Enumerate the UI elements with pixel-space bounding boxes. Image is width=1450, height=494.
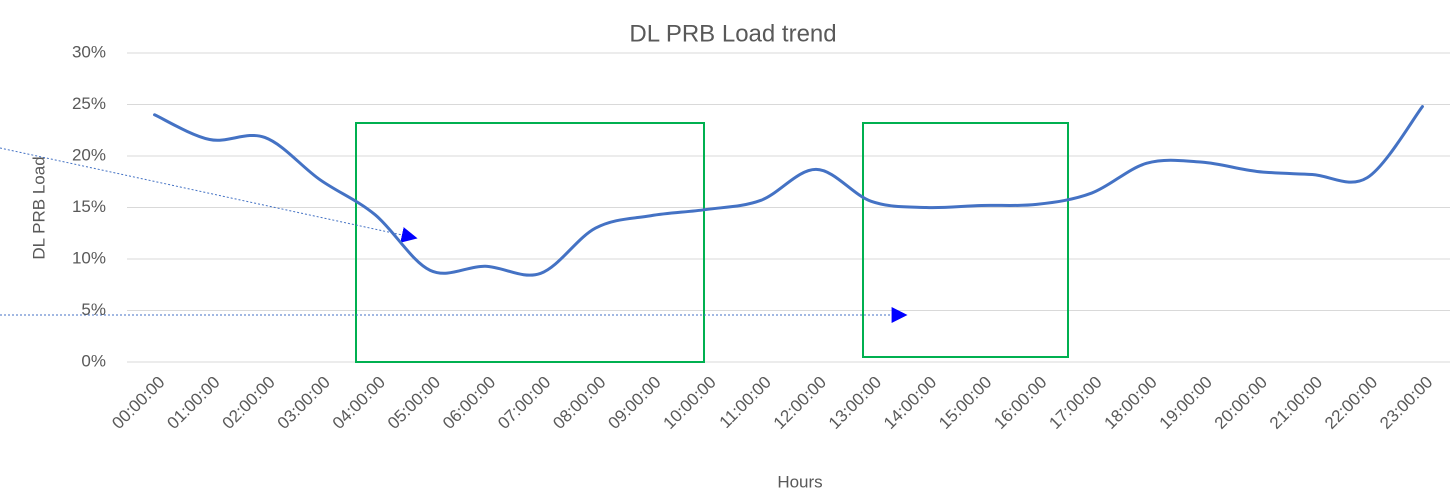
x-tick-label: 08:00:00 <box>549 373 609 433</box>
chart-title: DL PRB Load trend <box>629 20 836 47</box>
x-tick-label: 01:00:00 <box>163 373 223 433</box>
x-tick-label: 11:00:00 <box>716 373 775 432</box>
x-tick-label: 22:00:00 <box>1321 373 1381 433</box>
y-tick-label: 0% <box>81 351 106 370</box>
x-tick-label: 17:00:00 <box>1045 373 1105 433</box>
y-tick-label: 5% <box>81 300 106 319</box>
x-tick-label: 02:00:00 <box>219 373 279 433</box>
x-tick-label: 15:00:00 <box>935 373 995 433</box>
data-line <box>153 105 1424 277</box>
y-tick-label: 15% <box>72 197 106 216</box>
x-tick-label: 12:00:00 <box>770 373 830 433</box>
y-tick-label: 20% <box>72 145 106 164</box>
x-tick-label: 03:00:00 <box>274 373 334 433</box>
y-tick-label: 10% <box>72 248 106 267</box>
annotation-arrow <box>0 147 418 243</box>
x-tick-label: 06:00:00 <box>439 373 499 433</box>
highlight-box <box>862 122 1069 358</box>
grid <box>127 52 1450 363</box>
x-tick-label: 04:00:00 <box>329 373 389 433</box>
x-axis-label: Hours <box>777 472 822 491</box>
x-tick-label: 00:00:00 <box>108 373 168 433</box>
x-tick-label: 10:00:00 <box>660 373 720 433</box>
y-tick-label: 25% <box>72 94 106 113</box>
y-axis-label: DL PRB Load <box>29 156 48 259</box>
x-tick-label: 13:00:00 <box>825 373 885 433</box>
x-tick-label: 23:00:00 <box>1376 373 1436 433</box>
x-tick-label: 16:00:00 <box>990 373 1050 433</box>
x-tick-label: 14:00:00 <box>880 373 940 433</box>
x-tick-label: 20:00:00 <box>1211 373 1271 433</box>
x-tick-label: 19:00:00 <box>1156 373 1216 433</box>
x-tick-label: 18:00:00 <box>1101 373 1161 433</box>
x-tick-label: 09:00:00 <box>604 373 664 433</box>
x-tick-label: 07:00:00 <box>494 373 554 433</box>
highlight-box <box>355 122 705 363</box>
x-tick-label: 21:00:00 <box>1266 373 1326 433</box>
x-tick-label: 05:00:00 <box>384 373 444 433</box>
y-tick-label: 30% <box>72 42 106 61</box>
